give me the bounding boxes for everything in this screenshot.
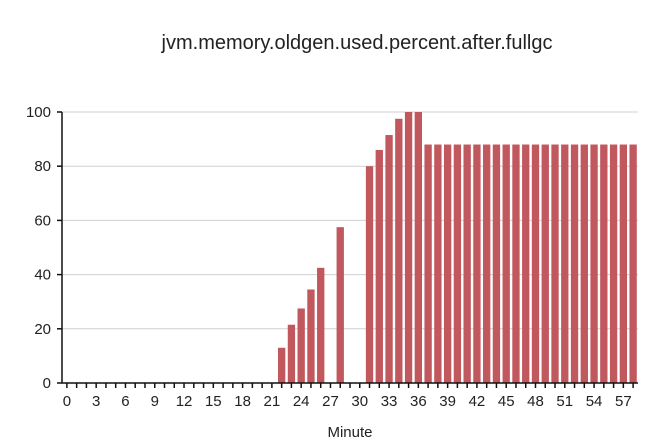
x-tick-label-6: 6 — [121, 393, 129, 410]
bar-minute-34 — [395, 118, 403, 384]
bar-minute-37 — [424, 144, 432, 383]
bar-minute-48 — [531, 144, 540, 383]
x-tick-label-30: 30 — [351, 393, 368, 410]
bar-minute-40 — [453, 144, 462, 383]
bar-minute-39 — [443, 144, 452, 383]
bar-minute-54 — [590, 144, 598, 383]
bar-minute-46 — [512, 144, 520, 383]
y-tick-label-100: 100 — [26, 104, 51, 121]
x-tick-label-45: 45 — [498, 393, 515, 410]
x-axis-title: Minute — [327, 424, 372, 441]
bar-minute-45 — [502, 144, 510, 383]
x-tick-label-15: 15 — [205, 393, 222, 410]
x-tick-label-48: 48 — [527, 393, 544, 410]
x-tick-label-12: 12 — [176, 393, 193, 410]
x-tick-label-27: 27 — [322, 393, 339, 410]
x-tick-label-21: 21 — [264, 393, 281, 410]
bar-minute-23 — [287, 324, 296, 383]
y-tick-label-0: 0 — [43, 375, 51, 392]
bar-minute-47 — [522, 144, 530, 383]
x-tick-label-36: 36 — [410, 393, 427, 410]
bar-minute-56 — [609, 144, 618, 383]
bar-minute-57 — [619, 144, 628, 383]
x-tick-label-33: 33 — [381, 393, 398, 410]
y-tick-labels: 0 20 40 60 80 100 — [26, 104, 51, 392]
bar-minute-49 — [541, 144, 549, 383]
y-tick-label-20: 20 — [34, 321, 51, 338]
y-tick-label-60: 60 — [34, 212, 51, 229]
x-tick-label-42: 42 — [469, 393, 486, 410]
x-tick-label-0: 0 — [63, 393, 71, 410]
bar-minute-50 — [551, 144, 559, 383]
bar-minute-55 — [600, 144, 608, 383]
bar-minute-28 — [336, 227, 344, 383]
x-tick-label-51: 51 — [556, 393, 573, 410]
x-tick-labels: 0 3 6 9 12 15 18 21 24 27 30 33 36 39 42 45 48 51 54 57 — [63, 393, 632, 410]
x-tick-label-39: 39 — [439, 393, 456, 410]
y-tick-label-80: 80 — [34, 158, 51, 175]
bar-minute-43 — [483, 144, 491, 383]
bar-minute-44 — [492, 144, 501, 383]
bar-minute-42 — [473, 144, 481, 383]
bar-minute-41 — [463, 144, 471, 383]
x-tick-label-24: 24 — [293, 393, 310, 410]
x-tick-label-18: 18 — [234, 393, 251, 410]
bar-minute-58 — [629, 144, 637, 383]
bar-minute-31 — [365, 166, 374, 383]
x-tick-label-9: 9 — [151, 393, 159, 410]
bar-minute-53 — [580, 144, 588, 383]
bar-minute-35 — [404, 112, 413, 383]
bar-minute-24 — [297, 308, 305, 383]
bar-minute-51 — [561, 144, 569, 383]
bar-minute-38 — [434, 144, 442, 383]
chart-title: jvm.memory.oldgen.used.percent.after.ful… — [161, 32, 553, 54]
bar-minute-52 — [570, 144, 579, 383]
y-tick-label-40: 40 — [34, 267, 51, 284]
bar-minute-32 — [375, 149, 383, 383]
x-tick-label-54: 54 — [586, 393, 603, 410]
bar-minute-25 — [307, 289, 315, 383]
axes — [57, 111, 638, 388]
bars — [278, 112, 637, 384]
bar-minute-22 — [278, 347, 286, 383]
bar-minute-33 — [385, 135, 393, 383]
bar-minute-26 — [317, 267, 325, 383]
bar-minute-36 — [414, 112, 422, 383]
x-tick-label-57: 57 — [615, 393, 632, 410]
x-tick-label-3: 3 — [92, 393, 100, 410]
